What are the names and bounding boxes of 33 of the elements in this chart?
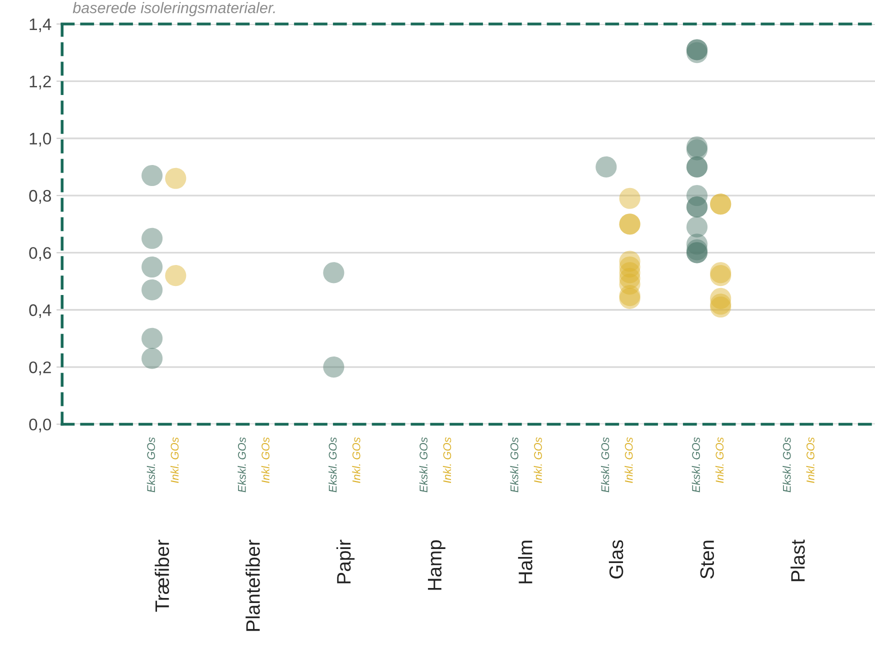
text: Ekskl. GOs xyxy=(782,437,791,492)
y-tick-label: 0,0 xyxy=(29,418,52,432)
text: Ekskl. GOs xyxy=(510,437,518,492)
text: Ekskl. GOs xyxy=(692,437,700,492)
text: Ekskl. GOs xyxy=(600,437,610,492)
text: Inkl. GOs xyxy=(715,437,724,483)
text: Inkl. GOs xyxy=(534,437,542,483)
text: Ekskl. GOs xyxy=(146,437,156,492)
y-tick-label: 0,2 xyxy=(29,361,51,376)
text: Inkl. GOs xyxy=(352,437,360,483)
text: Ekskl. GOs xyxy=(419,437,428,492)
text: Ekskl. GOs xyxy=(328,437,337,492)
y-tick-label: 1,0 xyxy=(30,132,52,147)
y-tick-label: 1,4 xyxy=(30,18,52,32)
text: Inkl. GOs xyxy=(170,437,179,483)
y-tick-label: 1,2 xyxy=(30,76,51,90)
x-tick-label: Glas xyxy=(608,540,624,578)
text: Inkl. GOs xyxy=(442,437,452,483)
y-tick-label: 0,6 xyxy=(29,247,51,261)
text: Ekskl. GOs xyxy=(238,437,246,492)
y-tick-label: 0,8 xyxy=(29,190,51,204)
text: Inkl. GOs xyxy=(261,437,270,483)
y-tick-label: 0,4 xyxy=(29,304,52,318)
text: Inkl. GOs xyxy=(624,437,633,483)
x-tick-label: Hamp xyxy=(428,540,446,590)
x-tick-label: Sten xyxy=(700,540,714,579)
x-tick-label: Papir xyxy=(336,540,355,584)
x-tick-label: Træfiber xyxy=(154,540,170,612)
x-tick-label: Plantefiber xyxy=(246,540,260,631)
x-tick-label: Halm xyxy=(518,540,532,584)
chart-title: baserede isoleringsmaterialer. xyxy=(72,2,275,16)
x-tick-label: Plast xyxy=(790,540,805,582)
text: Inkl. GOs xyxy=(806,437,814,483)
